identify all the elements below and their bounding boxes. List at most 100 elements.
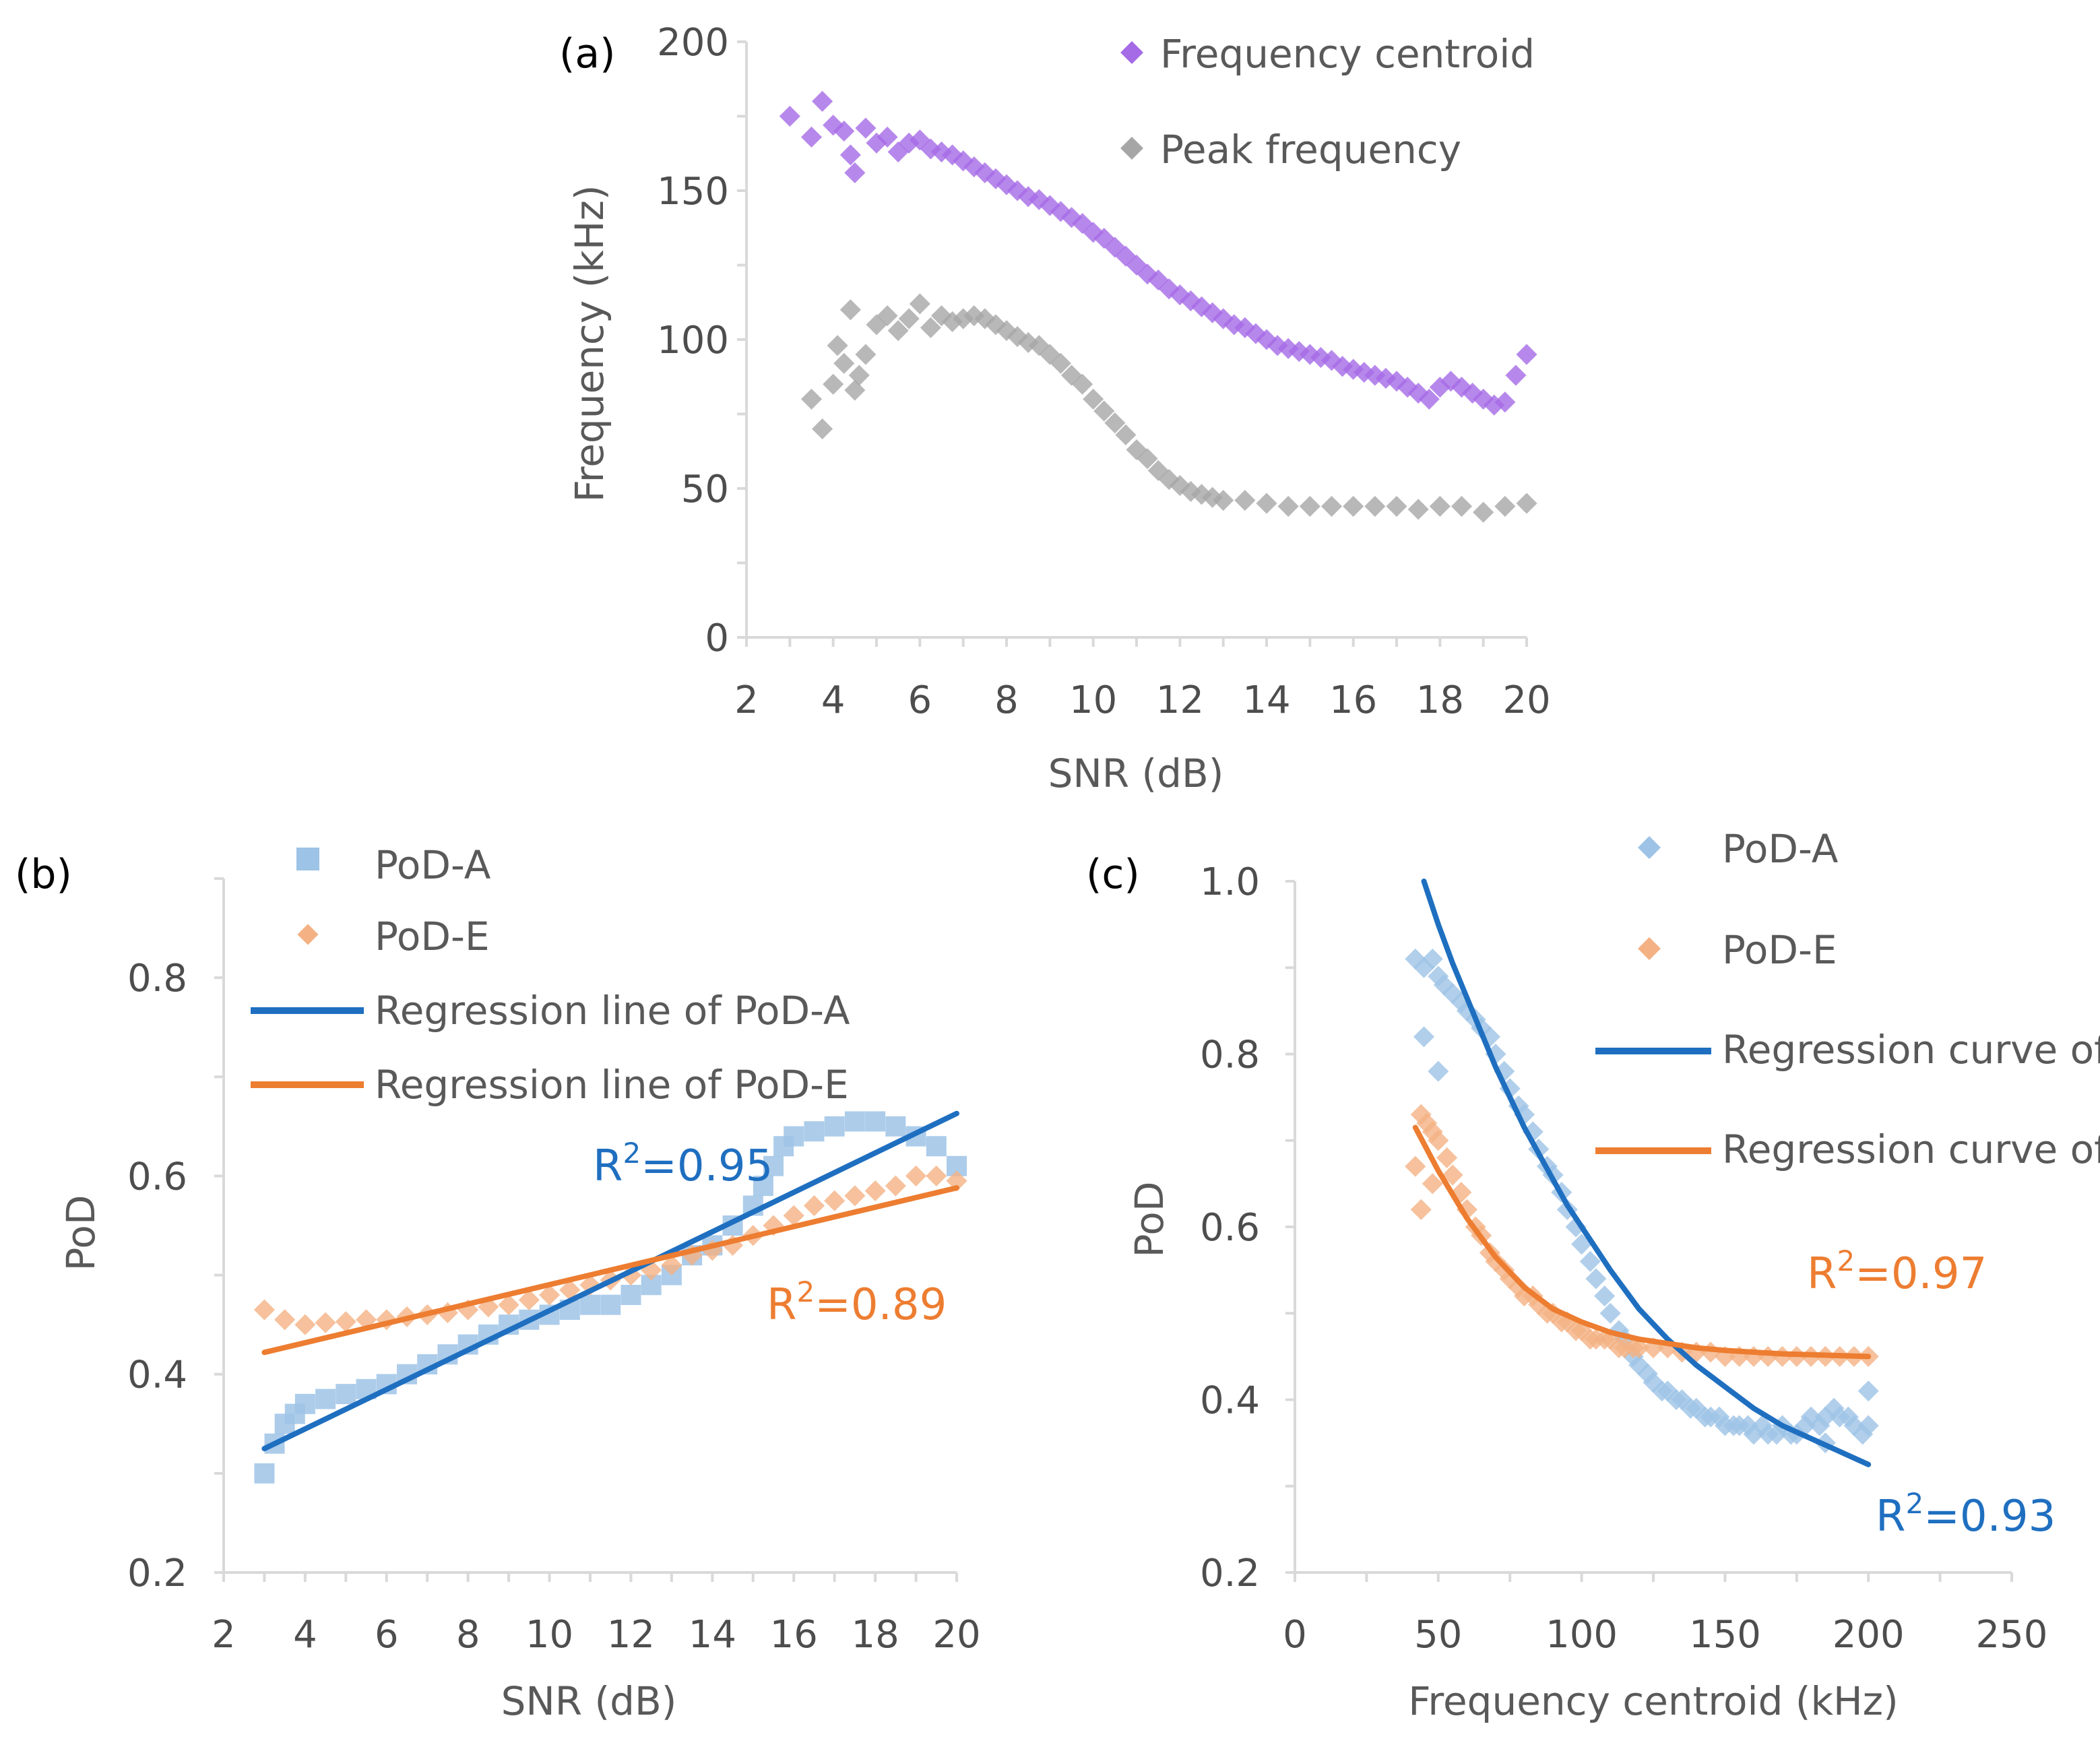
x-tick-label: 150 [1689,1613,1761,1657]
point-pod-a [824,1116,845,1137]
point-pod-e [1442,1164,1463,1186]
y-tick-label: 0.8 [127,957,187,1000]
panel-b-tick-labels: 0.2 0.4 0.6 0.8 2 4 6 8 10 12 14 16 18 20 [127,957,981,1657]
legend-pod-e-marker-c [1638,937,1661,960]
panel-a-y-axis-label: Frequency (kHz) [567,185,612,503]
point-pod-e [1405,1155,1426,1177]
point-peak-frequency [1407,499,1429,520]
point-peak-frequency [839,299,861,321]
point-pod-a [336,1384,356,1405]
x-tick-label: 8 [456,1613,480,1657]
point-peak-frequency [1429,495,1451,517]
point-pod-a [804,1121,825,1142]
panel-c-x-axis-label: Frequency centroid (kHz) [1408,1678,1898,1724]
legend-pod-e-c: PoD-E [1722,927,1837,973]
legend-regression-curve-pod-a: Regression curve of PoD-A [1722,1027,2100,1073]
y-tick-label: 200 [657,21,729,65]
y-tick-label: 0.2 [1200,1552,1260,1595]
r-squared-pod-e-sup: 2 [796,1275,815,1308]
point-pod-a [294,1393,315,1414]
point-pod-e [294,1314,316,1335]
point-frequency-centroid [1516,344,1537,365]
r-squared-pod-a-c-value: =0.93 [1923,1492,2056,1542]
panel-a-label: (a) [559,30,616,77]
r-squared-pod-e-c: R2=0.97 [1807,1244,1987,1299]
point-pod-a [1594,1285,1616,1307]
point-pod-e [1410,1199,1432,1220]
panel-c-label: (c) [1086,851,1140,898]
point-pod-a [580,1294,600,1315]
point-pod-e [864,1180,886,1202]
point-pod-a [885,1116,906,1137]
point-frequency-centroid [1418,388,1440,410]
y-tick-label: 0.2 [127,1552,187,1595]
x-tick-label: 14 [689,1613,736,1657]
x-tick-label: 4 [821,678,846,722]
r-squared-pod-a: R2=0.95 [593,1137,773,1191]
r-squared-pod-a-c-base: R [1876,1492,1905,1542]
point-pod-e [824,1190,846,1211]
r-squared-pod-e-c-sup: 2 [1837,1244,1855,1277]
point-pod-a [254,1463,275,1484]
panel-a-tick-labels: 0 50 100 150 200 2 4 6 8 10 12 14 16 18 20 [657,21,1551,722]
point-pod-a [844,1111,865,1132]
y-tick-label: 50 [681,468,729,511]
y-tick-label: 100 [657,319,729,362]
panel-c-y-axis-label: PoD [1126,1181,1172,1257]
x-tick-label: 8 [994,678,1019,722]
point-pod-a [621,1285,641,1305]
chart-panel-c: 0.2 0.4 0.6 0.8 1.0 0 50 100 150 200 250 (c) Frequ… [1086,826,2100,1724]
x-tick-label: 14 [1242,678,1290,722]
legend-frequency-centroid-marker [1120,41,1143,64]
x-tick-label: 18 [1416,678,1464,722]
point-pod-a [784,1126,804,1147]
legend-frequency-centroid: Frequency centroid [1160,31,1535,77]
x-tick-label: 18 [851,1613,899,1657]
x-tick-label: 10 [1069,678,1117,722]
legend-pod-a: PoD-A [375,842,491,888]
chart-panel-b: 0.2 0.4 0.6 0.8 2 4 6 8 10 12 14 16 18 20 (b) SNR (dB… [15,842,981,1724]
point-pod-a [1413,1026,1435,1048]
point-pod-a [1585,1268,1607,1290]
point-peak-frequency [887,320,909,342]
y-tick-label: 1.0 [1200,860,1260,904]
regression-curve-of-pod-a [1421,879,1872,1467]
legend-pod-a-marker [296,848,319,870]
point-peak-frequency [909,293,930,315]
panel-c-tick-labels: 0.2 0.4 0.6 0.8 1.0 0 50 100 150 200 250 [1200,860,2048,1657]
r-squared-pod-a-sup: 2 [623,1137,641,1170]
x-tick-label: 250 [1976,1613,2048,1657]
panel-b-y-axis-label: PoD [58,1195,104,1271]
point-pod-e [905,1165,927,1186]
point-peak-frequency [1516,493,1537,514]
panel-b-regression-lines [261,1110,959,1452]
panel-a-legend: Frequency centroid Peak frequency [1120,31,1535,172]
panel-b-axes [214,877,958,1582]
point-pod-e [1436,1147,1458,1168]
point-pod-a [315,1389,336,1409]
point-pod-a [1428,1060,1449,1082]
point-peak-frequency [1386,495,1407,517]
point-peak-frequency [1451,495,1473,517]
r-squared-pod-e-base: R [767,1280,796,1330]
x-tick-label: 20 [1502,678,1550,722]
point-peak-frequency [898,308,920,329]
point-pod-e [946,1170,967,1192]
x-tick-label: 10 [526,1613,573,1657]
point-pod-e [1422,1173,1443,1195]
legend-pod-e: PoD-E [375,914,490,959]
regression-line-of-pod-a [261,1110,959,1452]
x-tick-label: 16 [1329,678,1377,722]
x-tick-label: 0 [1283,1613,1307,1657]
y-tick-label: 0.4 [1200,1379,1260,1423]
point-peak-frequency [1473,501,1494,523]
x-tick-label: 16 [770,1613,818,1657]
x-tick-label: 50 [1414,1613,1462,1657]
point-pod-a [753,1176,773,1197]
point-pod-a [865,1111,886,1132]
y-tick-label: 0.6 [127,1155,187,1199]
x-tick-label: 12 [1156,678,1204,722]
point-pod-e [803,1195,825,1217]
